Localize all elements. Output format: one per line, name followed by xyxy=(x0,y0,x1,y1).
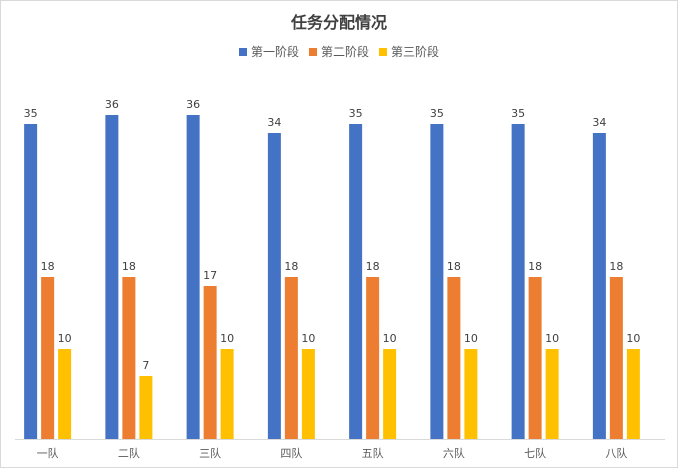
x-tick-label-6: 六队 xyxy=(443,446,465,460)
x-tick-label-8: 八队 xyxy=(605,446,627,460)
data-label-2-series-2: 18 xyxy=(122,260,136,273)
bar-5-series-1 xyxy=(349,124,363,439)
data-label-2-series-1: 36 xyxy=(105,98,119,111)
bar-3-series-2 xyxy=(203,286,217,439)
data-label-1-series-3: 10 xyxy=(58,332,72,345)
bar-6-series-3 xyxy=(464,349,478,439)
x-tick-label-1: 一队 xyxy=(37,446,59,460)
data-label-8-series-1: 34 xyxy=(592,116,606,129)
bar-1-series-2 xyxy=(41,277,55,439)
bar-4-series-1 xyxy=(267,133,281,439)
bar-8-series-1 xyxy=(592,133,606,439)
data-label-8-series-2: 18 xyxy=(609,260,623,273)
data-label-3-series-3: 10 xyxy=(220,332,234,345)
bar-4-series-2 xyxy=(284,277,298,439)
data-label-7-series-3: 10 xyxy=(545,332,559,345)
bar-3-series-3 xyxy=(220,349,234,439)
bar-6-series-2 xyxy=(447,277,461,439)
bar-2-series-1 xyxy=(105,115,119,439)
data-label-5-series-3: 10 xyxy=(383,332,397,345)
data-label-6-series-1: 35 xyxy=(430,107,444,120)
legend-label-stage-2: 第二阶段 xyxy=(320,45,369,59)
bar-6-series-1 xyxy=(430,124,444,439)
bar-7-series-2 xyxy=(528,277,542,439)
legend-swatch-stage-2 xyxy=(308,47,317,56)
data-label-5-series-2: 18 xyxy=(366,260,380,273)
bar-5-series-2 xyxy=(366,277,380,439)
bar-1-series-1 xyxy=(24,124,38,439)
x-tick-label-4: 四队 xyxy=(280,446,302,460)
bar-2-series-3 xyxy=(139,376,153,439)
bar-3-series-1 xyxy=(186,115,200,439)
legend-item-stage-3: 第三阶段 xyxy=(379,43,439,60)
bar-7-series-3 xyxy=(545,349,559,439)
data-label-1-series-1: 35 xyxy=(24,107,38,120)
data-label-4-series-2: 18 xyxy=(284,260,298,273)
data-label-4-series-1: 34 xyxy=(267,116,281,129)
data-label-2-series-3: 7 xyxy=(142,359,149,372)
data-label-5-series-1: 35 xyxy=(349,107,363,120)
bar-8-series-2 xyxy=(609,277,623,439)
bar-4-series-3 xyxy=(301,349,315,439)
legend-swatch-stage-3 xyxy=(379,47,387,56)
legend-label-stage-3: 第三阶段 xyxy=(391,45,440,59)
bar-7-series-1 xyxy=(511,124,525,439)
data-label-3-series-2: 17 xyxy=(203,269,217,282)
bar-2-series-2 xyxy=(122,277,136,439)
legend-item-stage-2: 第二阶段 xyxy=(308,43,369,60)
legend-label-stage-1: 第一阶段 xyxy=(250,45,299,59)
data-label-4-series-3: 10 xyxy=(301,332,315,345)
data-label-1-series-2: 18 xyxy=(41,260,55,273)
data-label-6-series-3: 10 xyxy=(464,332,478,345)
data-label-7-series-1: 35 xyxy=(511,107,525,120)
legend-swatch-stage-1 xyxy=(238,47,247,56)
x-tick-label-7: 七队 xyxy=(524,446,546,460)
legend: 第一阶段 第二阶段 第三阶段 xyxy=(1,43,677,60)
x-tick-label-5: 五队 xyxy=(362,446,384,460)
chart-title: 任务分配情况 xyxy=(290,13,387,32)
x-tick-label-3: 三队 xyxy=(199,446,221,460)
bar-5-series-3 xyxy=(383,349,397,439)
legend-item-stage-1: 第一阶段 xyxy=(238,43,299,60)
data-label-7-series-2: 18 xyxy=(528,260,542,273)
bar-8-series-3 xyxy=(626,349,640,439)
data-label-8-series-3: 10 xyxy=(626,332,640,345)
data-label-3-series-1: 36 xyxy=(186,98,200,111)
bar-1-series-3 xyxy=(58,349,72,439)
x-tick-label-2: 二队 xyxy=(118,446,140,460)
data-label-6-series-2: 18 xyxy=(447,260,461,273)
